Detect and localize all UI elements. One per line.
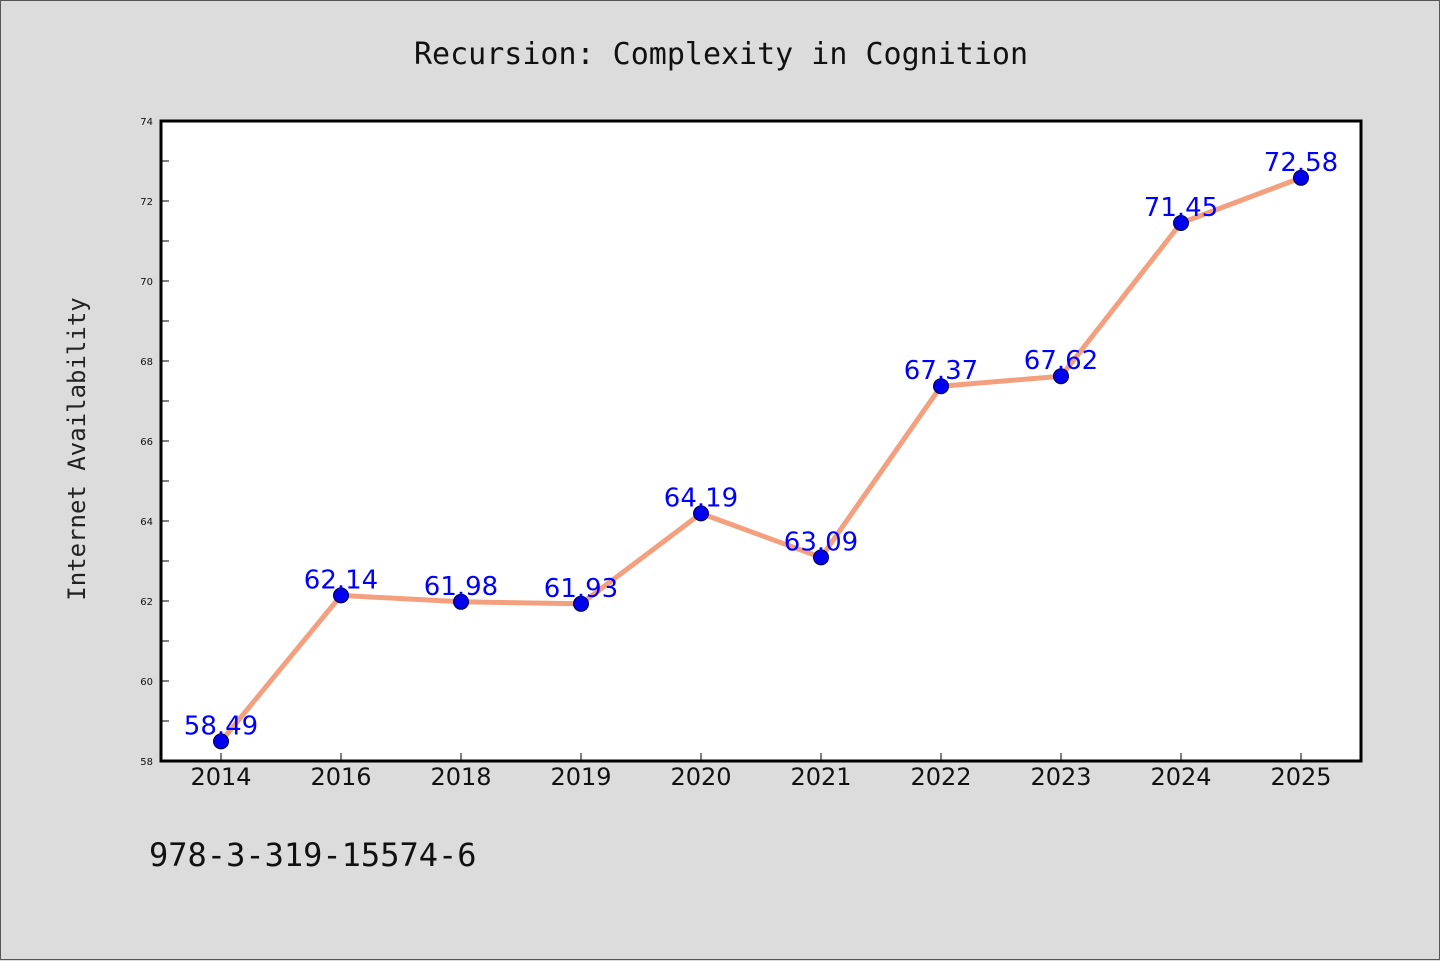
data-label: 72.58 [1264,148,1338,178]
chart-title: Recursion: Complexity in Cognition [414,37,1028,72]
x-tick-label: 2025 [1270,763,1331,791]
y-tick-label: 64 [140,517,153,528]
y-tick-label: 68 [140,357,153,368]
y-tick-label: 58 [140,757,153,768]
x-tick-label: 2023 [1030,763,1091,791]
y-axis-label: Internet Availability [63,297,91,600]
x-tick-label: 2016 [310,763,371,791]
x-tick-label: 2024 [1150,763,1211,791]
data-point [1293,169,1309,186]
y-tick-label: 74 [140,117,153,128]
x-tick-label: 2021 [790,763,851,791]
data-point [933,378,949,395]
y-tick-label: 72 [140,197,153,208]
data-point [813,549,829,566]
y-tick-label: 70 [140,277,153,288]
data-point [1053,368,1069,385]
data-label: 58.49 [184,711,258,741]
data-label: 63.09 [784,527,858,557]
data-labels: 58.49 62.14 61.98 61.93 64.19 63.09 67.37 67.62… [184,148,1338,742]
data-label: 67.37 [904,356,978,386]
plot-area [159,119,1363,763]
series-markers [213,169,1309,750]
data-point [1173,215,1189,231]
y-tick-label: 66 [140,437,153,448]
data-label: 61.98 [424,572,498,602]
series-line [218,175,1304,744]
isbn-annotation: 978-3-319-15574-6 [149,836,477,874]
y-tick-label: 62 [140,597,153,608]
data-point [453,593,469,610]
series-polyline [218,175,1304,744]
data-label: 64.19 [664,483,738,513]
data-label: 62.14 [304,565,378,595]
x-tick-label: 2022 [910,763,971,791]
x-tick-label: 2014 [190,763,251,791]
data-point [573,595,589,612]
data-label: 61.93 [544,574,618,604]
y-tick-label: 60 [140,677,153,688]
x-tick-label: 2018 [430,763,491,791]
data-label: 67.62 [1024,346,1098,376]
data-label: 71.45 [1144,193,1218,223]
data-point [333,587,349,604]
x-tick-label: 2019 [550,763,611,791]
x-axis: 2014 2016 2018 2019 2020 2021 2022 2023 2024 2025 [190,753,1332,791]
x-tick-label: 2020 [670,763,731,791]
data-point [213,733,229,750]
data-point [693,505,709,522]
y-axis: 58 60 62 64 66 68 70 72 74 [140,117,169,768]
